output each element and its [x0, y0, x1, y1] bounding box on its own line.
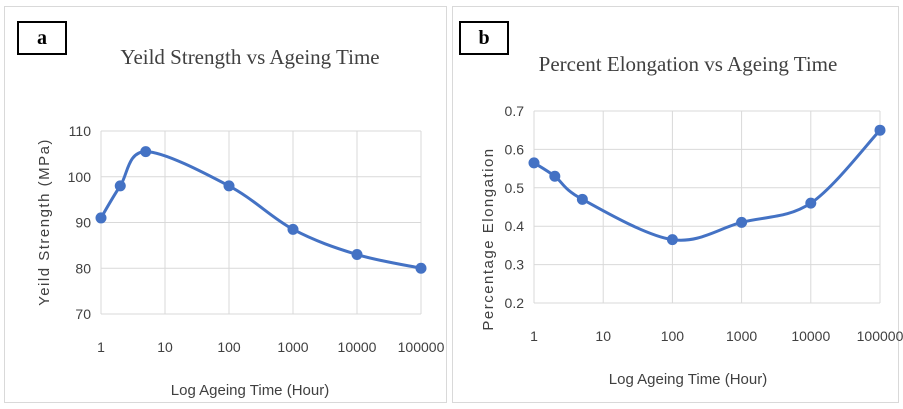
data-point — [287, 223, 299, 235]
y-tick-label: 110 — [69, 123, 92, 139]
y-axis-title: Yeild Strength (MPa) — [36, 138, 53, 306]
x-tick-label: 1 — [530, 328, 538, 344]
y-tick-label: 100 — [68, 169, 92, 185]
y-tick-label: 0.6 — [505, 141, 525, 157]
x-tick-label: 10000 — [791, 328, 830, 344]
data-point — [114, 180, 126, 192]
data-point — [576, 193, 588, 205]
data-point — [666, 234, 678, 246]
x-tick-label: 1 — [97, 339, 105, 355]
y-tick-label: 0.7 — [505, 103, 525, 119]
x-tick-label: 1000 — [726, 328, 757, 344]
y-tick-label: 0.5 — [505, 180, 525, 196]
y-tick-label: 0.2 — [505, 295, 525, 311]
percent-elongation-chart: Percent Elongation vs Ageing Time 0.2 0.3… — [480, 52, 903, 388]
x-tick-label: 10000 — [338, 339, 377, 355]
series-line — [533, 129, 882, 242]
data-point — [140, 146, 152, 158]
x-tick-label: 100000 — [857, 328, 903, 344]
x-axis-title: Log Ageing Time (Hour) — [609, 371, 767, 388]
chart-title: Yeild Strength vs Ageing Time — [120, 45, 379, 69]
x-tick-label: 100 — [661, 328, 685, 344]
x-tick-label: 100000 — [398, 339, 445, 355]
chart-panel-b: b Percent Elongation vs Ageing Time 0.2 0… — [452, 6, 903, 403]
data-point — [528, 157, 540, 169]
y-tick-label: 0.4 — [505, 218, 525, 234]
x-tick-label: 10 — [157, 339, 173, 355]
data-point — [549, 170, 561, 182]
chart-title: Percent Elongation vs Ageing Time — [539, 52, 838, 76]
data-point — [95, 212, 107, 224]
y-tick-label: 0.3 — [505, 257, 525, 273]
x-axis-title: Log Ageing Time (Hour) — [171, 382, 329, 399]
yield-strength-chart: Yeild Strength vs Ageing Time 70 80 90 100 1… — [36, 45, 445, 399]
data-point — [805, 197, 817, 209]
panel-label: b — [459, 21, 509, 55]
y-tick-label: 80 — [75, 260, 91, 276]
x-tick-label: 10 — [595, 328, 611, 344]
series-line — [99, 150, 422, 270]
x-tick-label: 100 — [217, 339, 241, 355]
y-tick-label: 90 — [75, 215, 91, 231]
data-point — [874, 124, 886, 136]
data-point — [223, 180, 235, 192]
x-tick-label: 1000 — [277, 339, 308, 355]
y-tick-label: 70 — [75, 306, 91, 322]
data-point — [415, 262, 427, 274]
y-axis-title: Percentage Elongation — [480, 147, 497, 330]
data-point — [351, 249, 363, 261]
data-point — [736, 216, 748, 228]
chart-panel-a: a Yeild Strength vs Ageing Time 70 80 90 10… — [4, 6, 447, 403]
panel-label: a — [17, 21, 67, 55]
